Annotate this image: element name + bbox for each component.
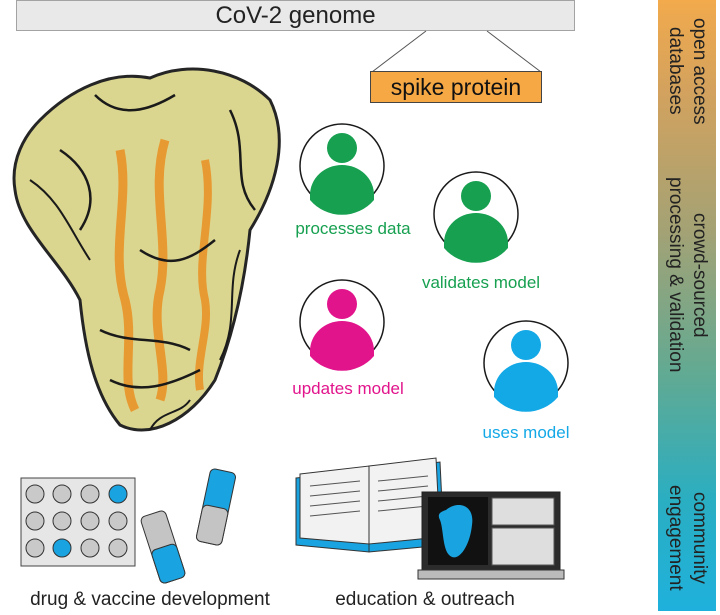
person-updates-model-icon — [299, 279, 385, 371]
uses-model-label: uses model — [482, 423, 570, 442]
drug-vaccine-label: drug & vaccine development — [30, 589, 270, 610]
validates-model-label: validates model — [421, 273, 541, 292]
stage-crowd-sourced-label: crowd-sourced processing & validation — [665, 177, 710, 373]
updates-model-label: updates model — [292, 379, 404, 398]
stage-open-access-label: open access databases — [665, 17, 710, 125]
zoom-line-left — [371, 30, 427, 73]
genome-label: CoV-2 genome — [215, 1, 376, 29]
capsule-pill-icon — [140, 510, 186, 584]
zoom-line-right — [486, 30, 542, 73]
processes-data-label: processes data — [295, 219, 411, 238]
pipeline-gradient-bar — [658, 0, 716, 611]
spike-protein-structure-icon — [12, 67, 281, 432]
spike-protein-box: spike protein — [370, 71, 542, 103]
spike-protein-label: spike protein — [390, 73, 522, 100]
genome-bar: CoV-2 genome — [16, 0, 575, 31]
person-uses-model-icon — [483, 320, 569, 412]
capsule-pill-icon-2 — [196, 468, 236, 546]
person-processes-data-icon — [299, 123, 385, 215]
stage-community-label: community engagement — [665, 485, 710, 591]
well-plate-icon — [20, 477, 136, 567]
person-validates-model-icon — [433, 171, 519, 263]
laptop-screen-icon — [417, 491, 565, 580]
education-outreach-label: education & outreach — [335, 589, 515, 610]
